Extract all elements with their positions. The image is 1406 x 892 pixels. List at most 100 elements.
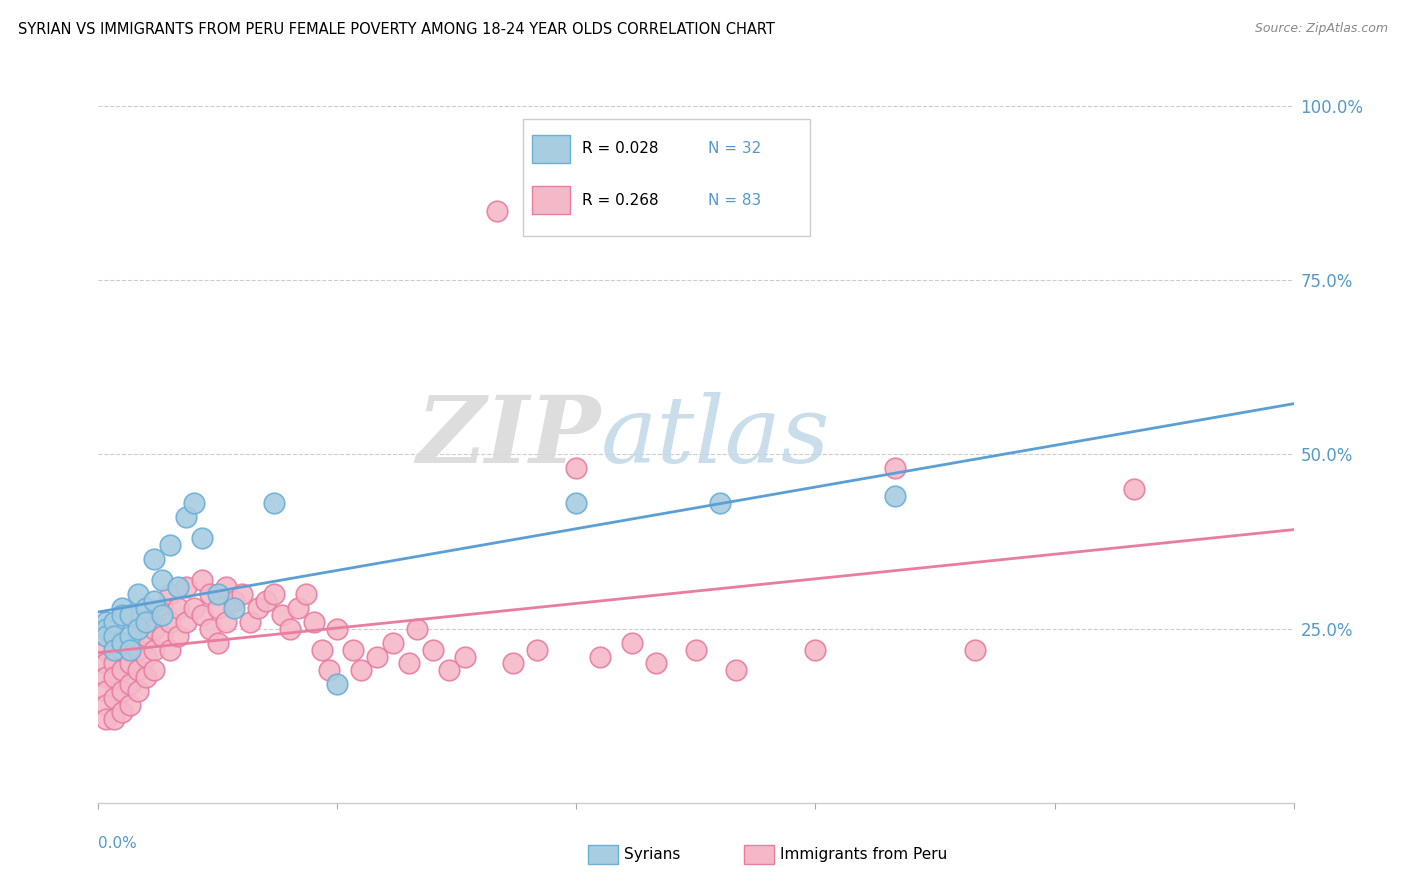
Point: [366, 649, 388, 664]
Point: [127, 587, 149, 601]
Text: N = 83: N = 83: [709, 193, 761, 208]
Point: [884, 489, 907, 503]
Point: [103, 657, 125, 671]
Point: [287, 600, 309, 615]
Point: [302, 615, 325, 629]
Point: [191, 531, 214, 545]
Point: [120, 642, 142, 657]
Point: [437, 664, 460, 678]
Point: [191, 573, 214, 587]
Text: ZIP: ZIP: [416, 392, 600, 482]
Text: 0.0%: 0.0%: [98, 836, 138, 851]
Point: [398, 657, 420, 671]
Point: [127, 622, 149, 636]
Point: [159, 615, 181, 629]
Point: [183, 496, 205, 510]
Point: [135, 600, 157, 615]
Point: [215, 615, 238, 629]
Point: [96, 657, 118, 671]
Point: [198, 622, 221, 636]
Point: [198, 587, 221, 601]
Text: R = 0.028: R = 0.028: [582, 142, 659, 156]
Point: [685, 642, 707, 657]
Point: [96, 712, 118, 726]
Text: Immigrants from Peru: Immigrants from Peru: [780, 847, 946, 862]
Point: [159, 538, 181, 552]
Point: [103, 629, 125, 643]
Point: [96, 642, 118, 657]
Point: [111, 664, 134, 678]
Point: [120, 698, 142, 713]
FancyBboxPatch shape: [523, 119, 810, 235]
Text: atlas: atlas: [600, 392, 830, 482]
Point: [143, 622, 166, 636]
Text: SYRIAN VS IMMIGRANTS FROM PERU FEMALE POVERTY AMONG 18-24 YEAR OLDS CORRELATION : SYRIAN VS IMMIGRANTS FROM PERU FEMALE PO…: [18, 22, 775, 37]
Point: [183, 600, 205, 615]
Point: [135, 629, 157, 643]
Point: [150, 600, 173, 615]
Point: [709, 496, 731, 510]
Point: [263, 587, 285, 601]
Point: [111, 607, 134, 622]
Text: Source: ZipAtlas.com: Source: ZipAtlas.com: [1254, 22, 1388, 36]
Point: [111, 635, 134, 649]
Point: [120, 629, 142, 643]
Point: [127, 642, 149, 657]
Point: [143, 594, 166, 608]
Point: [174, 615, 197, 629]
Point: [103, 691, 125, 706]
Point: [143, 664, 166, 678]
Point: [143, 642, 166, 657]
Point: [239, 615, 262, 629]
Point: [318, 664, 340, 678]
Point: [111, 705, 134, 719]
Point: [526, 642, 548, 657]
Point: [127, 615, 149, 629]
Bar: [533, 135, 571, 163]
Point: [96, 698, 118, 713]
Point: [589, 649, 612, 664]
Point: [326, 677, 349, 691]
Point: [724, 664, 747, 678]
Point: [167, 600, 190, 615]
Point: [350, 664, 373, 678]
Point: [150, 607, 173, 622]
Point: [111, 642, 134, 657]
Text: Syrians: Syrians: [624, 847, 681, 862]
Point: [96, 622, 118, 636]
Point: [311, 642, 333, 657]
Point: [207, 635, 229, 649]
Point: [645, 657, 668, 671]
Point: [96, 615, 118, 629]
Point: [502, 657, 524, 671]
Point: [884, 461, 907, 475]
Point: [96, 670, 118, 684]
Point: [167, 580, 190, 594]
Point: [96, 629, 118, 643]
Bar: [533, 186, 571, 214]
Point: [159, 642, 181, 657]
Point: [135, 649, 157, 664]
Point: [159, 587, 181, 601]
Point: [454, 649, 477, 664]
Point: [294, 587, 316, 601]
Point: [963, 642, 986, 657]
Point: [120, 677, 142, 691]
Point: [150, 629, 173, 643]
Point: [103, 670, 125, 684]
Point: [278, 622, 301, 636]
Point: [342, 642, 364, 657]
Point: [326, 622, 349, 636]
Point: [150, 573, 173, 587]
Point: [174, 510, 197, 524]
Point: [222, 594, 245, 608]
Point: [485, 203, 508, 218]
Point: [111, 684, 134, 698]
Point: [215, 580, 238, 594]
Point: [135, 615, 157, 629]
Point: [263, 496, 285, 510]
Point: [174, 580, 197, 594]
Point: [135, 600, 157, 615]
Bar: [589, 846, 619, 863]
Point: [96, 684, 118, 698]
